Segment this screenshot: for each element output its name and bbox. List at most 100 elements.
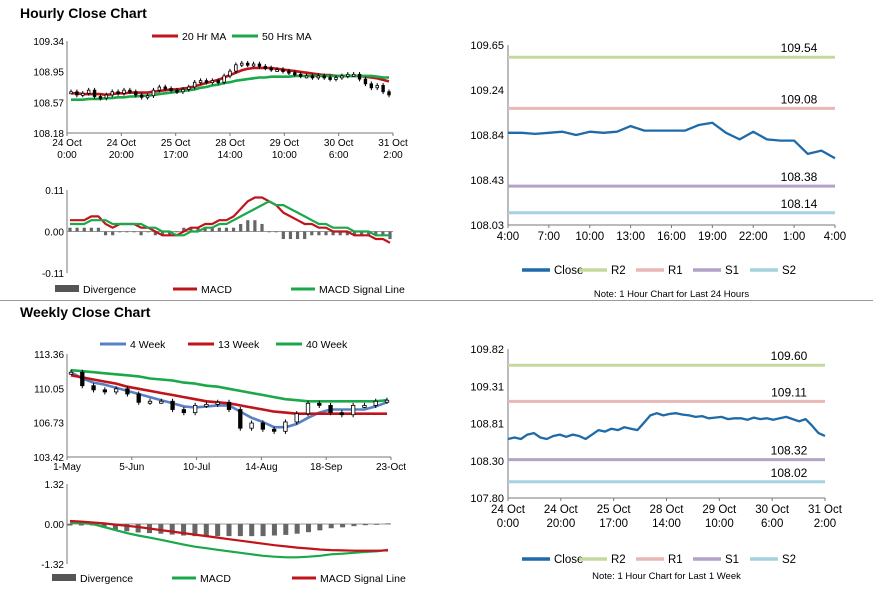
x-tick-label: 10:00 — [272, 150, 297, 161]
x-tick-label: 22:00 — [739, 231, 768, 243]
hm-legend-swatch — [55, 285, 79, 292]
y-tick-label: 108.84 — [470, 130, 504, 142]
x-tick-label: 28 Oct — [650, 504, 685, 516]
pivot-level-label: 108.38 — [781, 170, 818, 184]
divergence-bar — [68, 227, 72, 232]
x-tick-label: 2:00 — [814, 518, 836, 530]
candle-body — [136, 393, 141, 403]
divergence-bar — [189, 227, 193, 232]
candle-body — [228, 70, 232, 77]
y-tick-label: 103.42 — [33, 453, 64, 464]
divergence-bar — [231, 227, 236, 232]
divergence-bar — [89, 227, 93, 232]
divergence-bar — [374, 524, 380, 525]
candle-body — [245, 62, 250, 66]
x-tick-label: 14:00 — [652, 518, 681, 530]
x-tick-label: 10:00 — [705, 518, 734, 530]
divergence-bar — [203, 227, 207, 232]
y-tick-label: 108.43 — [470, 175, 504, 187]
y-tick-label: 109.24 — [470, 85, 504, 97]
candle-body — [204, 80, 209, 84]
x-tick-label: 31 Oct — [378, 138, 408, 149]
close-line — [507, 412, 826, 441]
x-tick-label: 1:00 — [783, 231, 805, 243]
divergence-bar — [288, 231, 293, 240]
wm-legend-swatch — [52, 574, 76, 581]
candle-body — [334, 77, 338, 80]
divergence-bar — [215, 524, 221, 537]
candle-body — [159, 400, 164, 404]
divergence-bar — [246, 220, 250, 232]
divergence-bar — [175, 231, 179, 233]
x-tick-label: 17:00 — [163, 150, 188, 161]
candle-body — [298, 73, 303, 77]
candle-body — [238, 409, 243, 429]
pivot-level-label: 109.08 — [781, 92, 818, 106]
divergence-bar — [374, 231, 378, 236]
x-tick-label: 6:00 — [329, 150, 349, 161]
pivot-level-label: 108.32 — [771, 444, 808, 458]
divergence-bar — [303, 231, 307, 240]
divergence-bar — [158, 524, 164, 534]
divergence-bar — [324, 231, 328, 236]
candle-body — [175, 89, 179, 93]
divergence-bar — [118, 231, 122, 233]
section-divider — [0, 300, 873, 301]
candle-body — [304, 75, 309, 79]
candle-body — [163, 86, 167, 90]
divergence-bar — [112, 524, 118, 530]
pivot-legend-label: R2 — [611, 265, 626, 277]
x-tick-label: 0:00 — [497, 518, 519, 530]
candle-body — [170, 400, 175, 410]
divergence-bar — [352, 231, 357, 236]
divergence-bar — [125, 231, 129, 233]
divergence-bar — [294, 524, 300, 534]
divergence-bar — [167, 231, 172, 236]
candle-body — [169, 88, 173, 91]
y-tick-label: 109.31 — [470, 381, 504, 393]
divergence-bar — [260, 223, 264, 232]
x-tick-label: 0:00 — [57, 150, 77, 161]
divergence-bar — [203, 524, 209, 537]
divergence-bar — [239, 223, 243, 232]
divergence-bar — [82, 227, 86, 232]
x-tick-label: 28 Oct — [215, 138, 245, 149]
y-tick-label: 109.34 — [33, 37, 64, 48]
x-tick-label: 24 Oct — [491, 504, 526, 516]
divergence-bar — [135, 524, 141, 533]
candle-body — [263, 65, 268, 69]
divergence-bar — [317, 524, 323, 531]
candle-body — [381, 85, 385, 93]
pivot-legend-label: S1 — [725, 265, 739, 277]
y-tick-label: 108.03 — [470, 220, 504, 232]
divergence-bar — [253, 220, 257, 232]
candle-body — [192, 81, 197, 88]
x-tick-label: 18-Sep — [310, 462, 343, 473]
y-tick-label: 106.73 — [33, 419, 64, 430]
x-tick-label: 6:00 — [761, 518, 783, 530]
x-tick-label: 30 Oct — [755, 504, 790, 516]
divergence-bar — [295, 231, 300, 240]
divergence-bar — [224, 227, 229, 232]
candle-body — [369, 83, 374, 89]
candle-body — [181, 409, 187, 414]
hourly-section-title: Hourly Close Chart — [20, 5, 147, 21]
candle-body — [69, 91, 73, 95]
divergence-bar — [182, 227, 186, 232]
ma-line-40-week — [70, 368, 388, 403]
x-tick-label: 29 Oct — [702, 504, 737, 516]
y-tick-label: -1.32 — [41, 560, 64, 571]
x-tick-label: 24 Oct — [107, 138, 137, 149]
wm-legend-label: MACD Signal Line — [320, 573, 406, 585]
x-tick-label: 25 Oct — [597, 504, 632, 516]
divergence-bar — [260, 524, 266, 537]
y-tick-label: 108.81 — [470, 419, 504, 431]
candle-body — [387, 91, 391, 96]
y-tick-label: 113.36 — [34, 350, 64, 361]
chart-note: Note: 1 Hour Chart for Last 24 Hours — [594, 289, 749, 300]
candle-body — [384, 399, 390, 403]
candle-body — [357, 73, 362, 80]
x-tick-label: 25 Oct — [161, 138, 191, 149]
